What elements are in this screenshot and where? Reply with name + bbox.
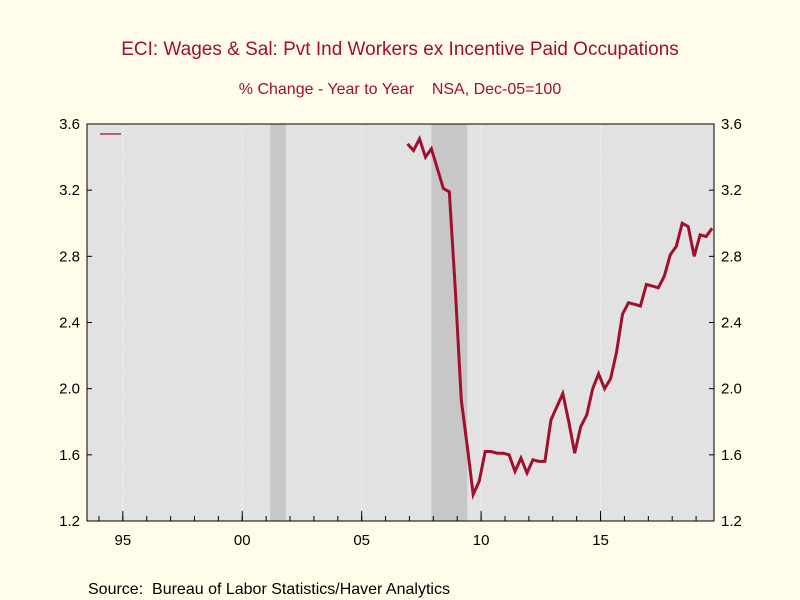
series-line-0 [406,135,714,500]
y-tick-label-right: 1.6 [721,447,742,464]
y-tick-label-left: 2.4 [59,315,80,332]
y-tick-label-right: 2.4 [721,315,742,332]
y-tick-label-left: 1.2 [59,513,80,530]
x-tick-label-95: 95 [114,532,131,549]
y-tick-label-right: 2.0 [721,381,742,398]
y-tick-label-left: 3.6 [59,116,80,133]
y-tick-label-right: 3.2 [721,182,742,199]
y-tick-label-right: 2.8 [721,248,742,265]
y-tick-label-left: 2.8 [59,248,80,265]
vertical-gridlines [122,124,602,521]
x-tick-label-00: 00 [234,532,251,549]
x-tick-label-10: 10 [473,532,490,549]
recession-band-0 [270,124,286,521]
recession-band-1 [431,124,468,521]
plot-area [87,124,714,521]
y-tick-label-right: 1.2 [721,513,742,530]
source-note: Source: Bureau of Labor Statistics/Haver… [88,581,450,598]
y-tick-label-left: 3.2 [59,182,80,199]
y-tick-label-left: 1.6 [59,447,80,464]
x-tick-label-15: 15 [592,532,609,549]
series-layer [406,135,714,500]
y-tick-label-left: 2.0 [59,381,80,398]
y-tick-label-right: 3.6 [721,116,742,133]
x-tick-label-05: 05 [353,532,370,549]
chart-subtitle: % Change - Year to Year NSA, Dec-05=100 [239,81,562,98]
chart-title: ECI: Wages & Sal: Pvt Ind Workers ex Inc… [121,39,679,60]
axis-ticks: 1.2 1.2 1.6 1.6 2.0 2.0 2.4 2.4 2.8 2.8 3.2 3.2 3.6 3… [59,116,742,549]
